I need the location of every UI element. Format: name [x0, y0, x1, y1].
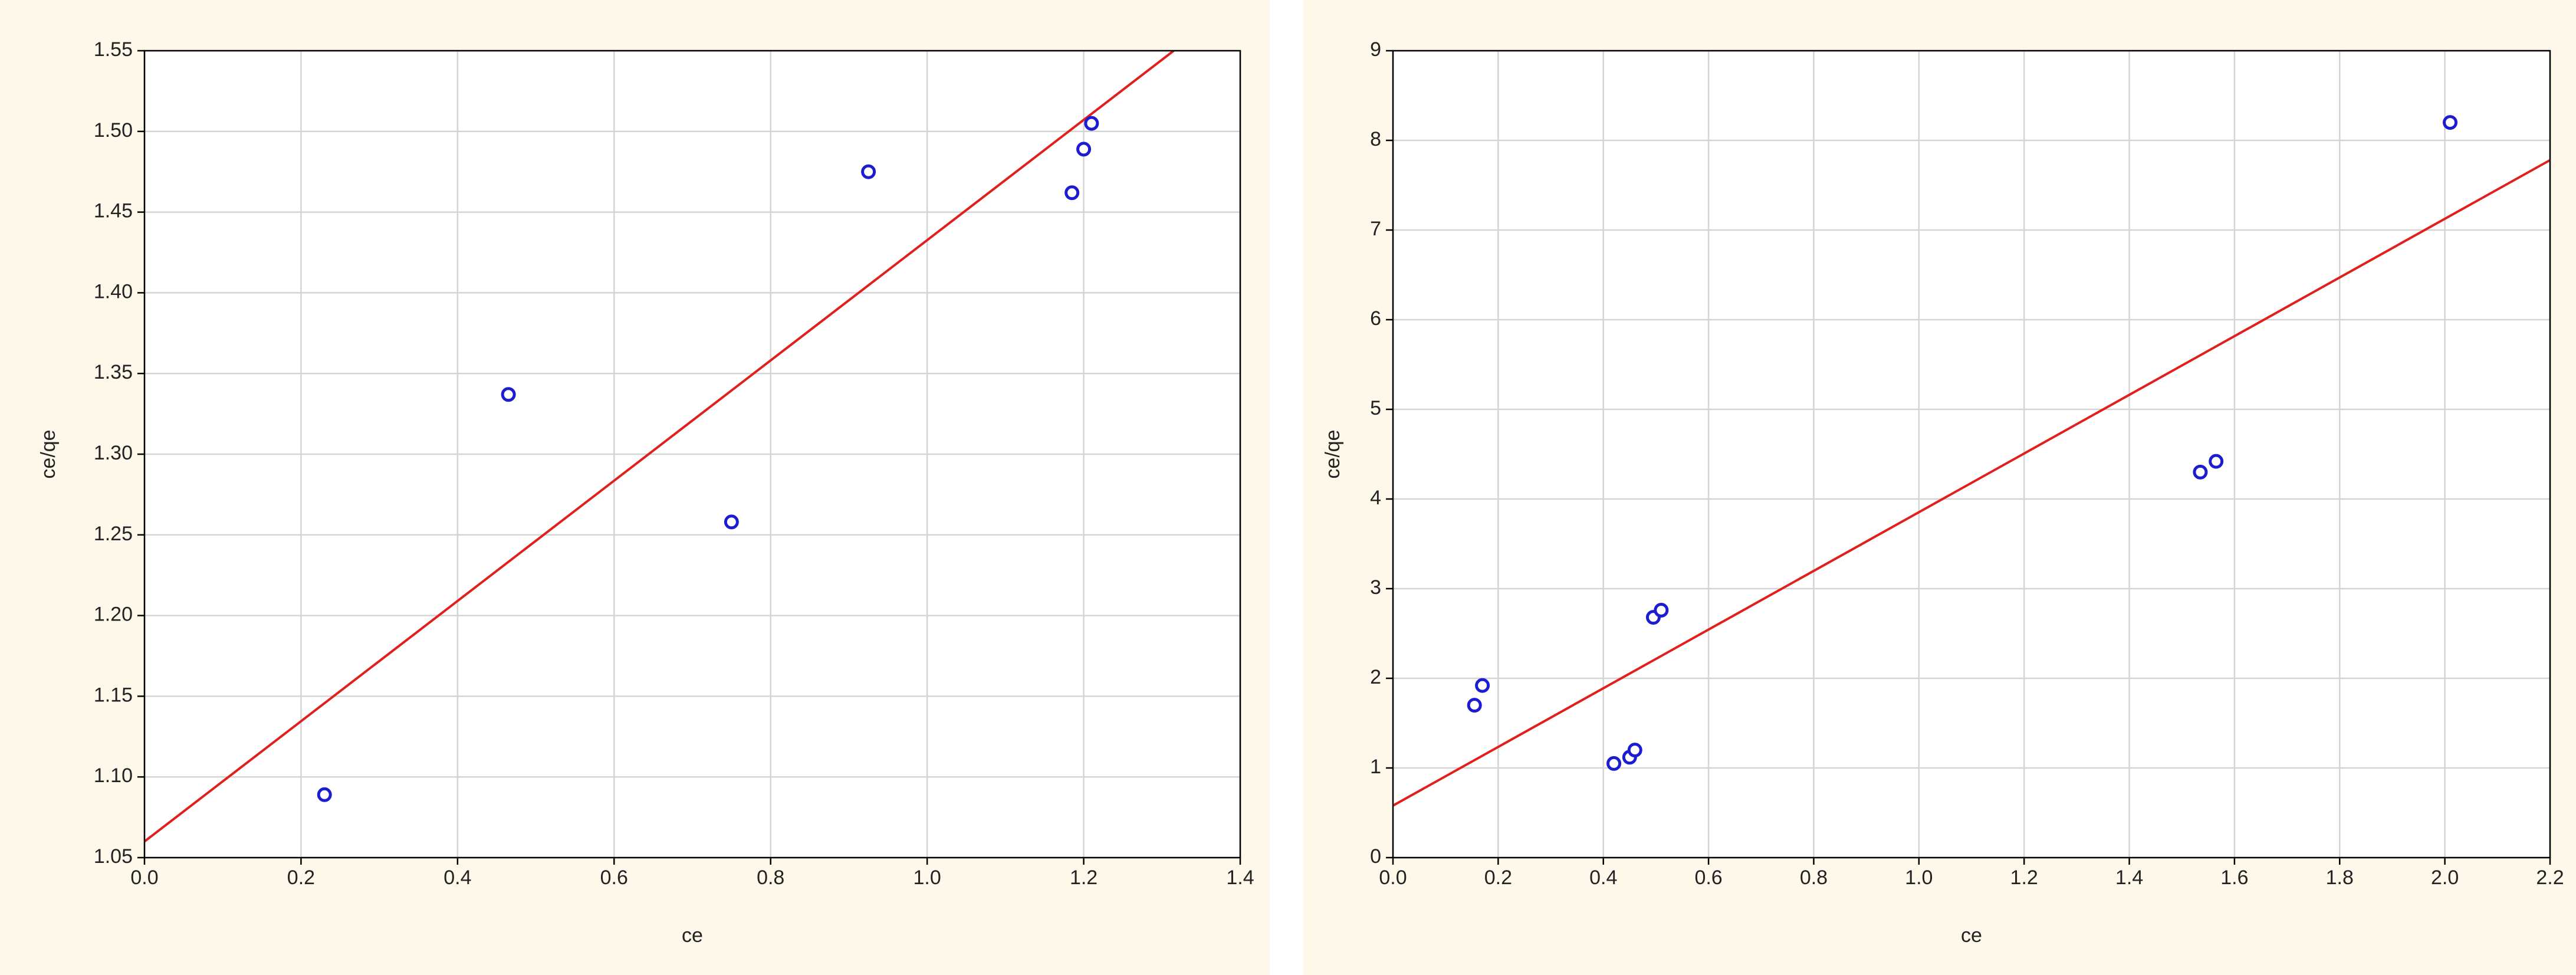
x-tick-label: 0.0 [130, 866, 158, 889]
x-tick-label: 1.4 [2115, 866, 2143, 889]
x-tick-label: 0.8 [1800, 866, 1828, 889]
x-tick-label: 0.6 [600, 866, 628, 889]
y-tick-label: 1.40 [94, 280, 133, 303]
y-tick-label: 1.45 [94, 200, 133, 222]
y-tick-label: 1 [1370, 756, 1381, 778]
x-tick-label: 1.6 [2220, 866, 2248, 889]
plot-frame [1392, 50, 2551, 859]
data-point [1654, 602, 1669, 618]
data-point [1606, 756, 1622, 771]
y-tick-label: 9 [1370, 38, 1381, 61]
y-tick-label: 1.55 [94, 38, 133, 61]
data-point [1467, 698, 1482, 713]
x-tick-label: 0.2 [287, 866, 315, 889]
x-axis-label: ce [1961, 924, 1982, 947]
y-tick-label: 7 [1370, 218, 1381, 240]
x-tick-label: 2.2 [2536, 866, 2564, 889]
data-point [1064, 185, 1080, 201]
x-tick-label: 1.0 [914, 866, 941, 889]
y-tick-label: 2 [1370, 666, 1381, 688]
y-tick-label: 1.30 [94, 442, 133, 464]
x-tick-label: 1.0 [1905, 866, 1933, 889]
y-tick-label: 1.15 [94, 684, 133, 706]
y-axis-label: ce/qe [1322, 429, 1344, 478]
data-point [2209, 454, 2224, 469]
y-tick-label: 1.25 [94, 523, 133, 545]
x-tick-label: 1.2 [1070, 866, 1098, 889]
x-tick-label: 0.4 [443, 866, 471, 889]
data-point [317, 787, 332, 802]
fit-line [1393, 159, 2550, 807]
data-point [2193, 464, 2208, 480]
data-point [1475, 678, 1490, 693]
data-point [724, 514, 739, 530]
x-tick-label: 1.8 [2326, 866, 2354, 889]
y-tick-label: 1.05 [94, 845, 133, 868]
y-tick-label: 5 [1370, 397, 1381, 419]
y-axis-label: ce/qe [37, 429, 60, 478]
data-point [2443, 115, 2458, 130]
y-tick-label: 1.50 [94, 119, 133, 142]
x-tick-label: 0.6 [1694, 866, 1722, 889]
y-tick-label: 0 [1370, 845, 1381, 868]
y-tick-label: 8 [1370, 128, 1381, 150]
x-tick-label: 1.2 [2010, 866, 2038, 889]
data-point [501, 387, 516, 402]
x-tick-label: 0.8 [757, 866, 784, 889]
chart-panel: 0.0 0.2 0.4 0.6 0.8 1.0 1.2 1.4 1.05 1.10 1.15 1.20… [0, 0, 1270, 975]
x-tick-label: 0.4 [1589, 866, 1617, 889]
y-tick-label: 1.20 [94, 603, 133, 626]
y-tick-label: 3 [1370, 576, 1381, 599]
plot-area [1393, 51, 2550, 858]
y-tick-label: 1.35 [94, 361, 133, 383]
x-tick-label: 1.4 [1226, 866, 1254, 889]
plot-frame [143, 50, 1241, 859]
chart-panel: 0.0 0.2 0.4 0.6 0.8 1.0 1.2 1.4 1.6 1.8 2.0 2.2 0 1 2 3… [1303, 0, 2576, 975]
x-tick-label: 0.2 [1484, 866, 1512, 889]
data-point [1076, 142, 1092, 157]
data-point [1627, 743, 1642, 758]
y-tick-label: 1.10 [94, 764, 133, 787]
fit-line [144, 51, 1175, 843]
y-tick-label: 4 [1370, 487, 1381, 509]
x-tick-label: 2.0 [2431, 866, 2459, 889]
data-point [861, 164, 876, 179]
data-point [1084, 116, 1099, 131]
y-tick-label: 6 [1370, 307, 1381, 330]
x-axis-label: ce [682, 924, 703, 947]
x-tick-label: 0.0 [1379, 866, 1407, 889]
